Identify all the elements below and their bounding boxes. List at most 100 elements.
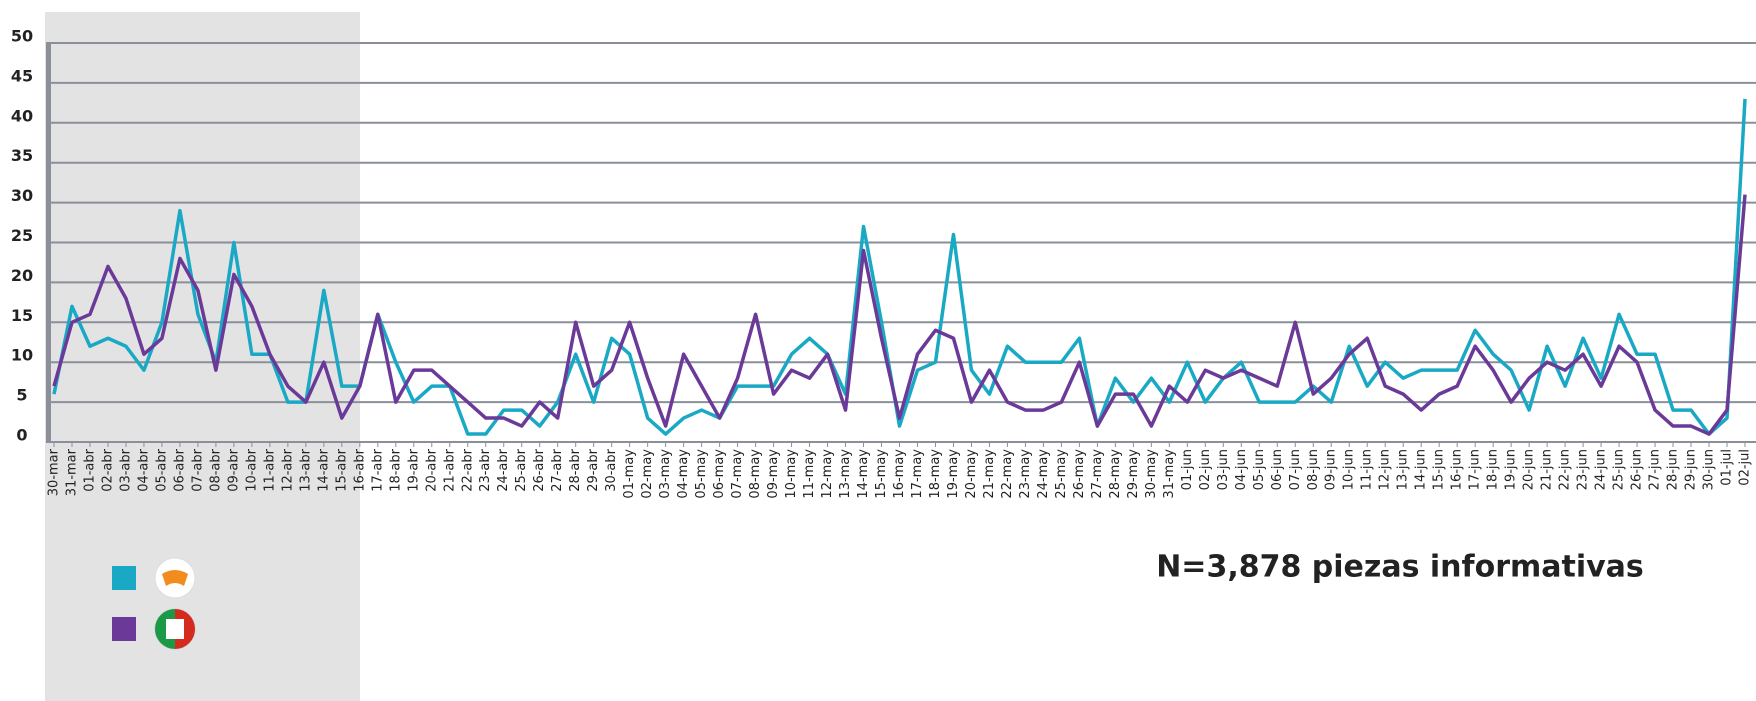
legend-swatch	[112, 617, 136, 641]
x-tick-label: 06-jun	[1270, 449, 1285, 490]
x-tick-label: 08-may	[748, 449, 763, 499]
y-tick-label: 25	[11, 226, 33, 245]
x-tick-label: 22-may	[1000, 449, 1015, 499]
series-line	[52, 98, 1747, 436]
x-tick-label: 05-abr	[154, 448, 169, 491]
x-tick-label: 12-abr	[280, 448, 295, 491]
legend-swatch	[112, 566, 136, 590]
y-tick-label: 20	[11, 266, 33, 285]
x-tick-label: 16-jun	[1450, 449, 1465, 490]
y-axis	[46, 43, 51, 443]
y-tick-label: 35	[11, 146, 33, 165]
x-tick-label: 01-jul	[1720, 449, 1735, 486]
highlight-band	[45, 12, 360, 701]
y-tick-label: 0	[16, 426, 27, 445]
x-tick-label: 29-abr	[586, 448, 601, 491]
x-tick-label: 31-may	[1162, 449, 1177, 499]
x-tick-label: 09-abr	[226, 448, 241, 491]
x-tick-label: 03-abr	[118, 448, 133, 491]
x-tick-label: 01-may	[622, 449, 637, 499]
x-tick-label: 03-jun	[1216, 449, 1231, 490]
x-tick-label: 04-abr	[136, 448, 151, 491]
x-tick-label: 05-jun	[1252, 449, 1267, 490]
x-tick-label: 29-jun	[1684, 449, 1699, 490]
x-tick-label: 04-may	[676, 449, 691, 499]
x-tick-label: 27-may	[1090, 449, 1105, 499]
x-tick-label: 15-abr	[334, 448, 349, 491]
x-tick-label: 24-jun	[1594, 449, 1609, 490]
plot	[52, 98, 1747, 436]
x-tick-label: 24-abr	[496, 448, 511, 491]
x-tick-label: 17-jun	[1468, 449, 1483, 490]
x-tick-label: 23-may	[1018, 449, 1033, 499]
y-tick-label: 15	[11, 306, 33, 325]
x-tick-label: 01-abr	[82, 448, 97, 491]
x-tick-label: 02-jun	[1198, 449, 1213, 490]
x-tick-label: 14-abr	[316, 448, 331, 491]
x-tick-label: 27-abr	[550, 448, 565, 491]
x-tick-label: 13-may	[838, 449, 853, 499]
x-tick-label: 22-jun	[1558, 449, 1573, 490]
x-tick-label: 12-may	[820, 449, 835, 499]
x-tick-label: 17-abr	[370, 448, 385, 491]
x-tick-label: 26-abr	[532, 448, 547, 491]
x-tick-label: 19-may	[946, 449, 961, 499]
x-tick-label: 29-may	[1126, 449, 1141, 499]
x-tick-label: 05-may	[694, 449, 709, 499]
x-tick-label: 18-jun	[1486, 449, 1501, 490]
x-tick-label: 31-mar	[64, 448, 79, 496]
x-tick-label: 08-abr	[208, 448, 223, 491]
y-tick-label: 40	[11, 106, 33, 125]
y-tick-label: 30	[11, 186, 33, 205]
legend	[112, 557, 196, 650]
x-tick-label: 09-may	[766, 449, 781, 499]
x-tick-label: 20-abr	[424, 448, 439, 491]
x-tick-label: 16-may	[892, 449, 907, 499]
x-tick-label: 06-may	[712, 449, 727, 499]
x-tick-label: 13-abr	[298, 448, 313, 491]
y-tick-label: 5	[16, 386, 27, 405]
series-line	[52, 194, 1747, 436]
x-tick-label: 14-may	[856, 449, 871, 499]
x-tick-label: 19-jun	[1504, 449, 1519, 490]
x-tick-label: 28-abr	[568, 448, 583, 491]
x-tick-label: 21-jun	[1540, 449, 1555, 490]
x-tick-label: 16-abr	[352, 448, 367, 491]
x-tick-label: 02-abr	[100, 448, 115, 491]
x-tick-label: 07-abr	[190, 448, 205, 491]
x-tick-label: 30-abr	[604, 448, 619, 491]
x-tick-label: 02-may	[640, 449, 655, 499]
x-tick-label: 07-jun	[1288, 449, 1303, 490]
x-tick-label: 13-jun	[1396, 449, 1411, 490]
x-tick-label: 18-abr	[388, 448, 403, 491]
x-tick-label: 26-jun	[1630, 449, 1645, 490]
x-tick-label: 21-abr	[442, 448, 457, 491]
x-tick-label: 30-mar	[47, 448, 62, 496]
x-tick-label: 18-may	[928, 449, 943, 499]
x-tick-label: 11-jun	[1360, 449, 1375, 490]
x-tick-label: 24-may	[1036, 449, 1051, 499]
x-tick-label: 28-jun	[1666, 449, 1681, 490]
grid	[46, 42, 1756, 443]
x-tick-label: 01-jun	[1180, 449, 1195, 490]
x-tick-label: 23-jun	[1576, 449, 1591, 490]
x-tick-label: 22-abr	[460, 448, 475, 491]
x-tick-label: 15-may	[874, 449, 889, 499]
x-tick-label: 27-jun	[1648, 449, 1663, 490]
x-tick-label: 15-jun	[1432, 449, 1447, 490]
x-tick-label: 11-abr	[262, 448, 277, 491]
x-tick-label: 26-may	[1072, 449, 1087, 499]
x-tick-label: 14-jun	[1414, 449, 1429, 490]
x-tick-label: 19-abr	[406, 448, 421, 491]
x-tick-label: 06-abr	[172, 448, 187, 491]
x-tick-label: 23-abr	[478, 448, 493, 491]
legend-logo-mark	[166, 619, 184, 639]
annotation: N=3,878 piezas informativas	[1156, 550, 1644, 585]
x-tick-label: 10-may	[784, 449, 799, 499]
x-tick-label: 10-abr	[244, 448, 259, 491]
x-tick-label: 25-may	[1054, 449, 1069, 499]
x-tick-label: 07-may	[730, 449, 745, 499]
x-tick-label: 20-may	[964, 449, 979, 499]
x-tick-label: 21-may	[982, 449, 997, 499]
